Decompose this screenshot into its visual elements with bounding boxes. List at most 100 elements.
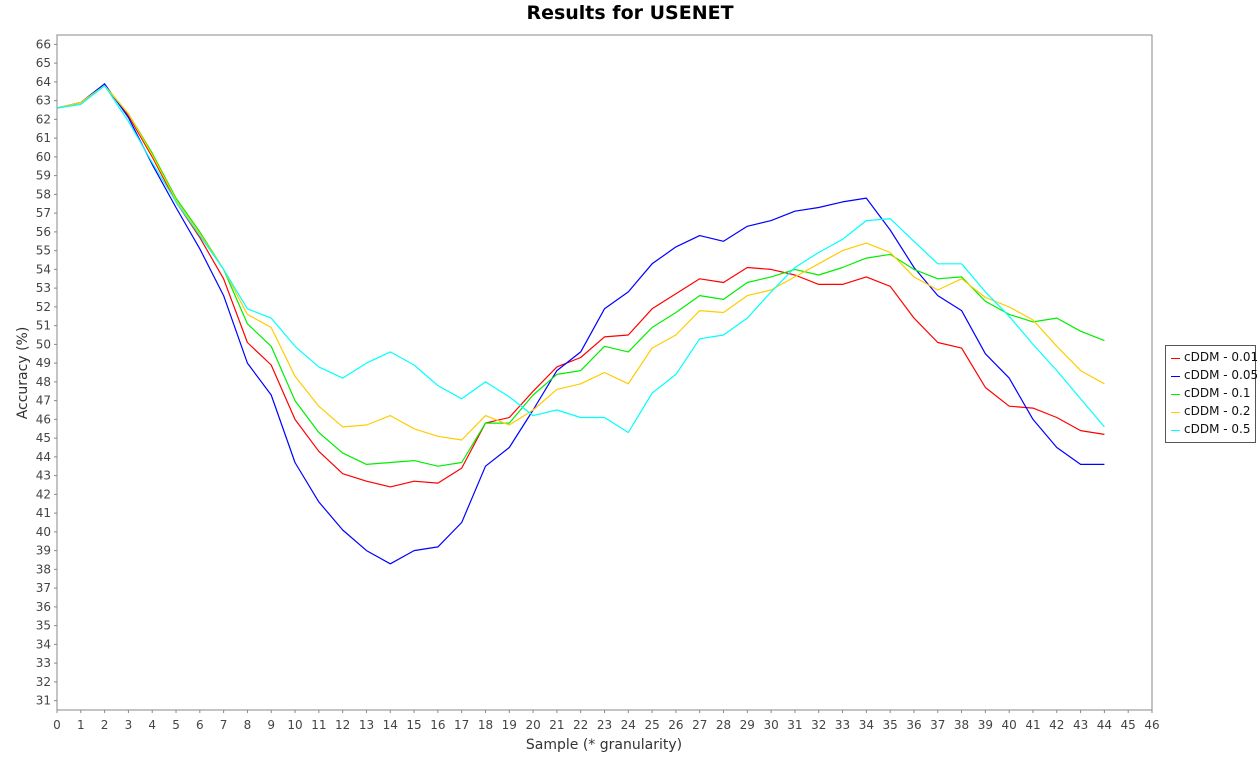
x-tick-label: 40 [1002,718,1017,732]
y-tick-label: 63 [36,94,51,108]
legend-item: cDDM - 0.5 [1166,421,1255,439]
x-tick-label: 10 [287,718,302,732]
x-tick-label: 20 [525,718,540,732]
legend-item: cDDM - 0.01 [1166,349,1259,367]
x-tick-label: 27 [692,718,707,732]
x-tick-label: 44 [1097,718,1112,732]
y-axis-ticks: 31 32 33 34 35 36 37 38 39 40 41 42 43 44 45 46 47 48 49 50… [36,37,57,708]
y-tick-label: 33 [36,656,51,670]
y-tick-label: 66 [36,37,51,51]
x-axis-label: Sample (* granularity) [526,737,682,753]
x-tick-label: 39 [978,718,993,732]
y-tick-label: 62 [36,112,51,126]
legend-label: cDDM - 0.01 [1184,350,1259,364]
series-layer [56,83,1105,565]
x-tick-label: 46 [1144,718,1159,732]
y-tick-label: 54 [36,262,51,276]
y-tick-label: 64 [36,75,51,89]
x-tick-label: 42 [1049,718,1064,732]
y-tick-label: 37 [36,581,51,595]
y-axis-label: Accuracy (%) [15,327,31,420]
x-axis-ticks: 0 1 2 3 4 5 6 7 8 9 10 11 12 13 14 15 16 17 18 19 20 21 22 23 24… [53,710,1160,732]
legend-item: cDDM - 0.05 [1166,367,1259,385]
legend: cDDM - 0.01 cDDM - 0.05 cDDM - 0.1 cDDM - 0… [1165,345,1259,443]
y-tick-label: 48 [36,375,51,389]
x-tick-label: 4 [148,718,156,732]
y-tick-label: 56 [36,225,51,239]
y-tick-label: 38 [36,562,51,576]
x-tick-label: 13 [359,718,374,732]
x-tick-label: 2 [101,718,109,732]
x-tick-label: 45 [1121,718,1136,732]
y-tick-label: 51 [36,319,51,333]
y-tick-label: 36 [36,600,51,614]
y-tick-label: 59 [36,169,51,183]
x-tick-label: 17 [454,718,469,732]
x-tick-label: 29 [740,718,755,732]
legend-label: cDDM - 0.1 [1184,386,1251,400]
x-tick-label: 22 [573,718,588,732]
legend-label: cDDM - 0.05 [1184,368,1259,382]
series-line-2 [56,84,1105,467]
legend-swatch [1171,412,1180,413]
series-line-3 [56,84,1105,441]
y-tick-label: 41 [36,506,51,520]
x-tick-label: 14 [383,718,398,732]
y-tick-label: 53 [36,281,51,295]
legend-label: cDDM - 0.5 [1184,422,1251,436]
x-tick-label: 5 [172,718,180,732]
legend-swatch [1171,394,1180,395]
y-tick-label: 60 [36,150,51,164]
y-tick-label: 47 [36,394,51,408]
legend-swatch [1171,358,1180,359]
y-tick-label: 43 [36,469,51,483]
legend-label: cDDM - 0.2 [1184,404,1251,418]
y-tick-label: 49 [36,356,51,370]
x-tick-label: 0 [53,718,61,732]
x-tick-label: 43 [1073,718,1088,732]
x-tick-label: 36 [906,718,921,732]
x-tick-label: 21 [549,718,564,732]
x-tick-label: 25 [644,718,659,732]
y-tick-label: 31 [36,694,51,708]
y-tick-label: 39 [36,544,51,558]
x-tick-label: 12 [335,718,350,732]
x-tick-label: 15 [406,718,421,732]
x-tick-label: 6 [196,718,204,732]
x-tick-label: 41 [1025,718,1040,732]
x-tick-label: 3 [125,718,133,732]
x-tick-label: 8 [244,718,252,732]
x-tick-label: 18 [478,718,493,732]
x-tick-label: 9 [267,718,275,732]
x-tick-label: 35 [883,718,898,732]
x-tick-label: 24 [621,718,636,732]
y-tick-label: 45 [36,431,51,445]
legend-item: cDDM - 0.2 [1166,403,1255,421]
y-tick-label: 42 [36,487,51,501]
x-tick-label: 38 [954,718,969,732]
y-tick-label: 34 [36,637,51,651]
y-tick-label: 57 [36,206,51,220]
x-tick-label: 11 [311,718,326,732]
y-tick-label: 46 [36,412,51,426]
legend-item: cDDM - 0.1 [1166,385,1255,403]
x-tick-label: 37 [930,718,945,732]
y-tick-label: 35 [36,619,51,633]
y-tick-label: 61 [36,131,51,145]
x-tick-label: 26 [668,718,683,732]
x-tick-label: 31 [787,718,802,732]
x-tick-label: 23 [597,718,612,732]
x-tick-label: 33 [835,718,850,732]
series-line-0 [56,84,1105,488]
x-tick-label: 30 [763,718,778,732]
y-tick-label: 52 [36,300,51,314]
y-tick-label: 50 [36,337,51,351]
x-tick-label: 32 [811,718,826,732]
x-tick-label: 7 [220,718,228,732]
x-tick-label: 34 [859,718,874,732]
x-tick-label: 1 [77,718,85,732]
y-tick-label: 40 [36,525,51,539]
x-tick-label: 28 [716,718,731,732]
legend-swatch [1171,430,1180,431]
